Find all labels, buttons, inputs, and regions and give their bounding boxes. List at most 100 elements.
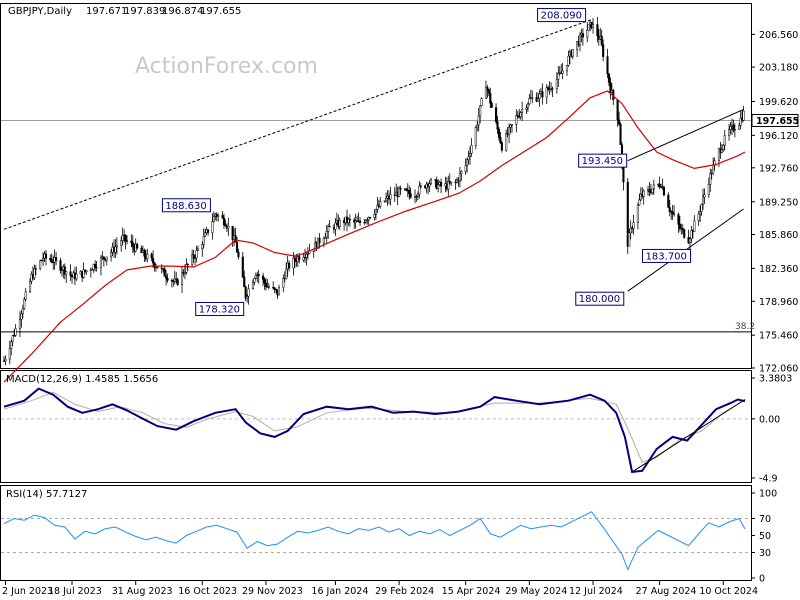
candle-body: [241, 256, 244, 278]
candle-body: [571, 49, 574, 57]
candle-body: [683, 229, 686, 238]
candle-body: [166, 278, 169, 281]
candle-body: [545, 87, 548, 98]
candle-body: [44, 253, 48, 259]
candle-body: [277, 287, 281, 296]
candle-body: [508, 127, 511, 136]
x-tick-label: 31 Aug 2023: [112, 586, 173, 597]
candle-body: [458, 173, 461, 182]
candle-body: [636, 204, 639, 223]
candle-body: [450, 181, 453, 184]
candle-body: [379, 201, 382, 207]
candle-body: [428, 183, 431, 187]
candle-body: [525, 107, 528, 110]
open-value: 197.671: [86, 6, 127, 17]
price-y-tick-label: 182.360: [759, 264, 798, 275]
candle-body: [701, 196, 705, 205]
rsi-y-tick-label: 50: [759, 531, 771, 542]
candle-body: [551, 88, 554, 90]
candle-body: [668, 207, 671, 212]
candle-body: [20, 313, 23, 320]
candle-body: [722, 144, 725, 150]
rsi-pane-frame: [0, 485, 752, 581]
low-value: 196.874: [162, 6, 203, 17]
candle-body: [628, 232, 631, 247]
candle-body: [196, 248, 199, 251]
candle-body: [606, 56, 609, 75]
candle-body: [476, 124, 479, 128]
candle-body: [429, 179, 432, 184]
candle-body: [703, 194, 706, 198]
candle-body: [143, 249, 146, 257]
candle-body: [536, 98, 540, 102]
candle-body: [244, 286, 247, 299]
candle-body: [707, 183, 710, 195]
candle-body: [418, 185, 421, 195]
candle-body: [246, 296, 249, 299]
candle-body: [464, 165, 467, 172]
macd-signal-line: [3, 391, 746, 463]
macd-y-tick-label: -4.9: [759, 474, 778, 485]
candle-body: [408, 189, 411, 195]
candle-body: [369, 217, 372, 219]
candle-body: [440, 181, 443, 187]
candle-body: [222, 217, 226, 226]
candle-body: [275, 288, 278, 291]
candle-body: [576, 41, 579, 50]
candle-body: [639, 193, 642, 201]
candle-body: [63, 266, 66, 275]
candle-body: [496, 121, 499, 130]
candle-body: [389, 194, 392, 200]
annotation-label: 178.320: [199, 304, 240, 315]
price-y-tick-label: 178.960: [759, 297, 798, 308]
candle-body: [742, 110, 745, 121]
price-y-tick-label: 199.620: [759, 97, 798, 108]
candle-body: [235, 242, 239, 253]
candle-body: [479, 105, 482, 117]
candle-body: [728, 129, 731, 136]
candle-body: [717, 148, 720, 162]
candle-body: [105, 256, 108, 261]
candle-body: [173, 278, 176, 282]
price-y-tick-label: 175.460: [759, 331, 798, 342]
price-y-tick-label: 172.060: [759, 364, 798, 375]
candle-body: [495, 107, 498, 122]
annotation-label: 193.450: [582, 156, 623, 167]
candle-body: [586, 30, 589, 38]
candle-body: [292, 257, 295, 269]
rsi-grid: [1, 518, 751, 553]
candle-body: [690, 230, 693, 240]
x-tick-label: 29 Nov 2023: [242, 586, 303, 597]
candle-body: [541, 91, 544, 98]
candle-body: [739, 117, 742, 126]
candle-body: [237, 251, 240, 258]
candle-body: [60, 269, 63, 271]
price-pane-frame: [0, 3, 752, 369]
candle-body: [202, 236, 205, 245]
candle-body: [99, 257, 103, 268]
moving-average-line: [3, 90, 746, 383]
candle-body: [334, 222, 337, 230]
candle-body: [201, 244, 204, 250]
candle-body: [652, 184, 655, 190]
candle-body: [729, 126, 732, 130]
macd-y-tick-label: 0.00: [759, 414, 780, 425]
macd-series: [3, 387, 746, 474]
candle-body: [55, 257, 58, 261]
candle-body: [13, 335, 16, 337]
candle-body: [399, 187, 402, 190]
candle-body: [285, 268, 288, 279]
candle-body: [373, 214, 376, 218]
candle-body: [303, 257, 307, 259]
candle-body: [510, 124, 514, 126]
price-y-tick-label: 192.760: [759, 163, 798, 174]
candle-body: [243, 276, 246, 288]
candle-body: [306, 253, 309, 255]
candle-body: [484, 87, 487, 99]
candle-body: [152, 257, 155, 264]
candle-body: [474, 127, 477, 146]
macd-trendline: [631, 399, 746, 473]
annotation-box: [578, 153, 628, 168]
candle-body: [505, 133, 508, 151]
